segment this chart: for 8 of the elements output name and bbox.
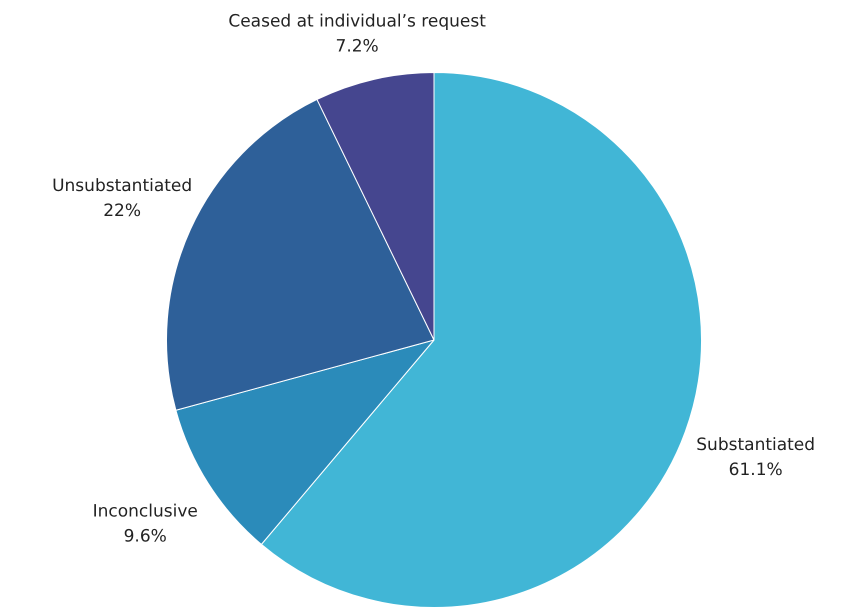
slice-label: Substantiated [696, 435, 816, 456]
slice-label: Ceased at individual’s request [228, 11, 486, 32]
data-label: 9.6% [124, 526, 167, 547]
data-label: 61.1% [728, 460, 783, 480]
slice-label: Inconclusive [92, 502, 198, 522]
data-label: 22% [103, 200, 142, 221]
slice-label: Unsubstantiated [52, 176, 192, 196]
data-label: 7.2% [336, 36, 379, 56]
